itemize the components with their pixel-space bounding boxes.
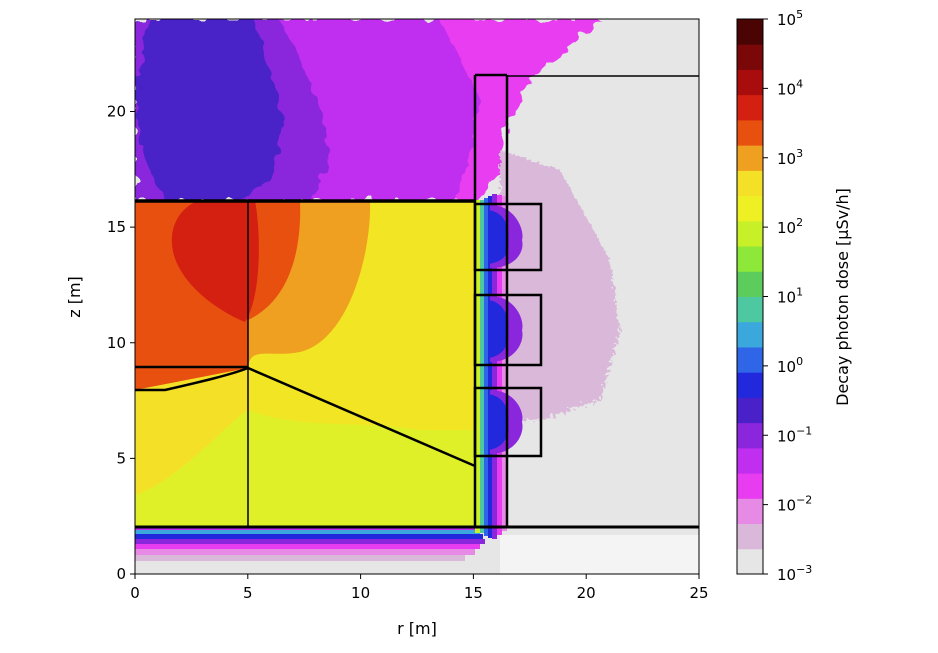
- band-wall-7: [502, 196, 507, 531]
- colorbar-tick-label: 101: [777, 286, 803, 307]
- colorbar-level: [737, 220, 763, 247]
- colorbar-level: [737, 346, 763, 373]
- band-floor-2: [135, 530, 480, 534]
- band-wall-3: [484, 198, 488, 536]
- colorbar-level: [737, 145, 763, 171]
- colorbar-level: [737, 69, 763, 96]
- colorbar-tick-label: 10−2: [777, 494, 812, 515]
- band-floor-3: [135, 534, 483, 539]
- region-inner-hot-zone: [171, 200, 259, 322]
- x-tick-label: 15: [464, 584, 483, 602]
- x-tick-label: 10: [351, 584, 370, 602]
- colorbar-tick-label: 105: [777, 8, 803, 29]
- band-wall-4: [488, 196, 492, 538]
- y-tick-label: 15: [107, 218, 126, 236]
- colorbar: [737, 19, 763, 575]
- colorbar-tick-label: 104: [777, 77, 803, 98]
- colorbar-level: [737, 372, 763, 398]
- y-tick-label: 20: [107, 103, 126, 121]
- colorbar-tick-label: 103: [777, 147, 803, 168]
- line-port-upper: [473, 202, 543, 272]
- band-floor-7: [135, 555, 465, 561]
- region-lower-region: [135, 410, 475, 528]
- colorbar-level: [737, 170, 763, 197]
- colorbar-level: [737, 19, 763, 45]
- port-bulge-lower-inner: [488, 394, 509, 450]
- line-left-curve: [135, 366, 249, 392]
- y-axis-label: z [m]: [65, 276, 84, 318]
- colorbar-tick-label: 10−3: [777, 563, 812, 584]
- port-bulge-middle-inner: [488, 300, 509, 358]
- colorbar-level: [737, 321, 763, 348]
- colorbar-level: [737, 119, 763, 146]
- y-tick-label: 5: [116, 449, 126, 467]
- region-upper-left-edge: [135, 140, 165, 200]
- y-axis: 0 5 10 15 20: [107, 103, 135, 583]
- colorbar-ticks: 10−3 10−2 10−1 100 101 102 103 104 105: [763, 8, 812, 584]
- x-axis: 0 5 10 15 20 25: [130, 574, 709, 602]
- x-tick-label: 0: [130, 584, 140, 602]
- colorbar-level: [737, 44, 763, 70]
- port-bulge-upper-inner: [488, 210, 509, 264]
- colorbar-level: [737, 548, 763, 575]
- colorbar-level: [737, 271, 763, 297]
- colorbar-level: [737, 498, 763, 525]
- speckle-region: [500, 535, 699, 574]
- region-halo: [500, 150, 620, 420]
- band-wall-2: [480, 200, 484, 533]
- y-tick-label: 0: [116, 565, 126, 583]
- colorbar-level: [737, 447, 763, 474]
- geometry-outlines: [135, 73, 699, 529]
- x-tick-label: 20: [577, 584, 596, 602]
- dose-field: [135, 19, 699, 574]
- x-tick-label: 5: [243, 584, 253, 602]
- band-wall-1: [475, 200, 480, 533]
- colorbar-level: [737, 473, 763, 499]
- region-upper-air-outer: [440, 19, 600, 200]
- x-axis-label: r [m]: [397, 619, 437, 638]
- y-tick-label: 10: [107, 334, 126, 352]
- line-port-lower: [473, 386, 543, 458]
- line-port-middle: [473, 293, 543, 367]
- plot-frame: [134, 18, 700, 575]
- x-tick-label: 25: [689, 584, 708, 602]
- band-wall-5: [492, 194, 497, 539]
- colorbar-level: [737, 195, 763, 222]
- colorbar-level: [737, 422, 763, 449]
- colorbar-level: [737, 246, 763, 272]
- region-right-orange: [248, 200, 301, 320]
- band-floor-4: [135, 539, 485, 544]
- colorbar-level: [737, 296, 763, 323]
- colorbar-level: [737, 94, 763, 121]
- colorbar-level: [737, 397, 763, 424]
- band-floor-5: [135, 544, 480, 549]
- band-floor-6: [135, 549, 475, 555]
- colorbar-tick-label: 102: [777, 216, 803, 237]
- line-ramp: [247, 366, 476, 468]
- colorbar-label: Decay photon dose [μSv/h]: [833, 188, 852, 406]
- region-upper-air-deep: [135, 19, 285, 200]
- colorbar-level: [737, 523, 763, 550]
- colorbar-tick-label: 100: [777, 355, 803, 376]
- colorbar-tick-label: 10−1: [777, 424, 812, 445]
